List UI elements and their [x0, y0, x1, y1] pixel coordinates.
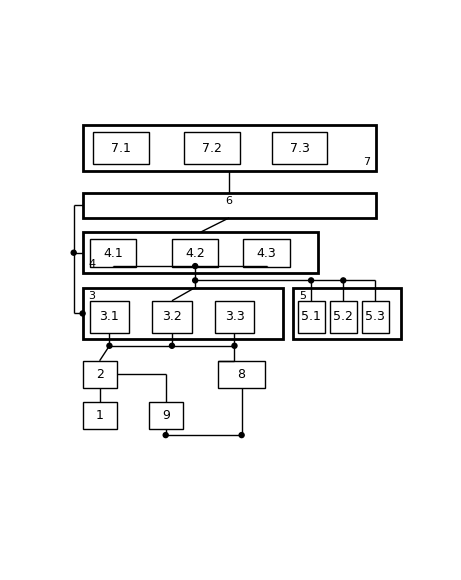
Text: 2: 2: [96, 368, 104, 380]
Bar: [93, 132, 149, 164]
Text: 5.2: 5.2: [333, 310, 353, 323]
Circle shape: [170, 343, 174, 348]
Text: 7.1: 7.1: [111, 142, 131, 155]
Text: 3: 3: [88, 291, 95, 301]
Circle shape: [308, 278, 313, 283]
Text: 5: 5: [299, 291, 306, 301]
Circle shape: [232, 343, 237, 348]
Text: 4: 4: [88, 259, 95, 269]
Text: 1: 1: [96, 409, 104, 422]
Text: 4.3: 4.3: [257, 246, 277, 260]
Bar: [330, 301, 357, 333]
Text: 7.2: 7.2: [202, 142, 222, 155]
Circle shape: [239, 433, 244, 437]
Text: 4.1: 4.1: [103, 246, 123, 260]
Text: 8: 8: [237, 368, 246, 380]
Bar: [243, 240, 290, 267]
Bar: [90, 301, 129, 333]
Bar: [83, 288, 283, 339]
Bar: [272, 132, 327, 164]
Text: 9: 9: [162, 409, 170, 422]
Bar: [90, 240, 136, 267]
Bar: [83, 193, 376, 218]
Text: 4.2: 4.2: [185, 246, 205, 260]
Text: 7: 7: [363, 157, 370, 167]
Circle shape: [71, 250, 76, 255]
Bar: [362, 301, 389, 333]
Text: 3.2: 3.2: [162, 310, 182, 323]
Circle shape: [163, 433, 168, 437]
Bar: [184, 132, 240, 164]
Text: 3.3: 3.3: [225, 310, 244, 323]
Bar: [172, 240, 219, 267]
Bar: [83, 361, 117, 387]
Text: 6: 6: [225, 197, 233, 206]
Circle shape: [341, 278, 346, 283]
Bar: [83, 232, 319, 273]
Bar: [149, 402, 183, 429]
Circle shape: [193, 278, 198, 283]
Bar: [293, 288, 401, 339]
Text: 7.3: 7.3: [290, 142, 310, 155]
Bar: [298, 301, 325, 333]
Bar: [152, 301, 192, 333]
Circle shape: [193, 263, 198, 269]
Bar: [215, 301, 254, 333]
Bar: [83, 402, 117, 429]
Bar: [219, 361, 265, 387]
Circle shape: [107, 343, 112, 348]
Bar: [83, 125, 376, 172]
Text: 5.1: 5.1: [301, 310, 321, 323]
Text: 3.1: 3.1: [100, 310, 119, 323]
Text: 5.3: 5.3: [366, 310, 385, 323]
Circle shape: [80, 311, 85, 316]
